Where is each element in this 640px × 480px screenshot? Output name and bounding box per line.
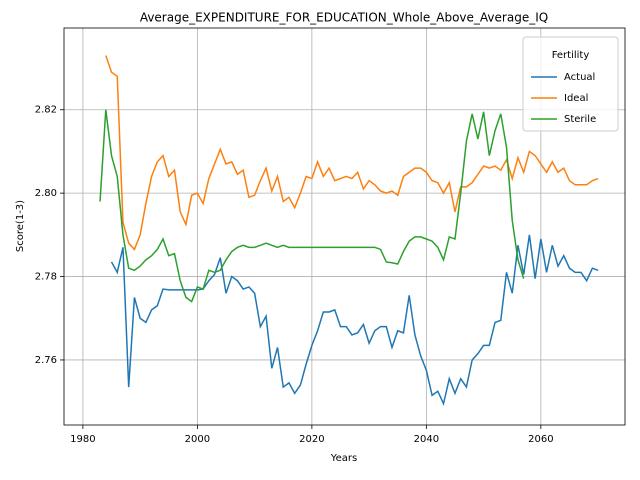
y-tick-label: 2.80 <box>35 188 57 199</box>
legend-box <box>522 36 619 132</box>
y-tick-label: 2.76 <box>35 355 57 366</box>
x-tick-label: 2020 <box>299 434 324 445</box>
x-tick-label: 2060 <box>528 434 553 445</box>
x-tick-label: 2000 <box>185 434 210 445</box>
x-tick-label: 1980 <box>70 434 95 445</box>
x-axis-label: Years <box>330 453 357 464</box>
legend-label: Ideal <box>564 93 588 104</box>
data-line <box>105 55 599 251</box>
data-line <box>99 109 525 303</box>
axes-frame <box>63 27 626 426</box>
legend-label: Sterile <box>564 114 596 125</box>
legend-title: Fertility <box>552 50 590 61</box>
y-tick-label: 2.82 <box>35 105 57 116</box>
y-axis-label: Score(1-3) <box>15 200 26 252</box>
chart-title: Average_EXPENDITURE_FOR_EDUCATION_Whole_… <box>140 11 548 25</box>
y-tick-label: 2.78 <box>35 272 57 283</box>
legend-label: Actual <box>564 72 595 83</box>
x-tick-label: 2040 <box>414 434 439 445</box>
